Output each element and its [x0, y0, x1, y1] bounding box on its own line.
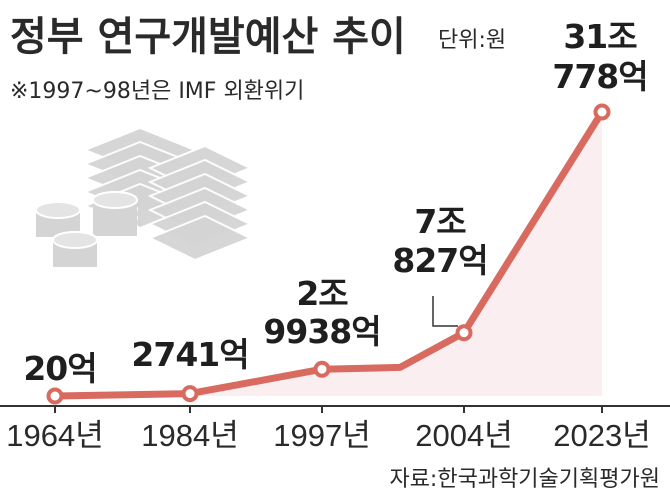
data-label: 20억	[23, 349, 96, 388]
source-note: 자료:한국과학기술기획평가원	[389, 467, 660, 492]
data-label: 778억	[552, 57, 647, 96]
unit-label: 단위:원	[438, 28, 506, 53]
x-tick-label: 1984년	[141, 418, 238, 453]
x-tick-label: 1997년	[273, 418, 370, 453]
area-fill	[55, 112, 602, 396]
data-label: 2741억	[131, 335, 248, 374]
label-leader-line	[432, 296, 458, 327]
data-label: 2조	[296, 274, 348, 313]
data-point	[181, 385, 199, 403]
x-tick-label: 1964년	[6, 418, 103, 453]
x-tick-label: 2023년	[553, 418, 650, 453]
data-point	[455, 324, 473, 342]
data-markers	[46, 103, 611, 405]
imf-note: ※1997~98년은 IMF 외환위기	[10, 79, 304, 104]
x-tick-label: 2004년	[415, 418, 512, 453]
series-line	[51, 108, 606, 400]
data-label: 31조	[563, 17, 637, 56]
data-label: 827억	[392, 241, 487, 280]
data-point	[593, 103, 611, 121]
money-stack-icon	[35, 126, 253, 267]
data-label: 9938억	[263, 312, 380, 351]
data-label: 7조	[414, 202, 466, 241]
chart-title: 정부 연구개발예산 추이	[10, 14, 406, 60]
data-point	[46, 387, 64, 405]
x-axis-ticks: 1964년 1984년 1997년 2004년 2023년	[6, 406, 651, 453]
data-point	[313, 360, 331, 378]
